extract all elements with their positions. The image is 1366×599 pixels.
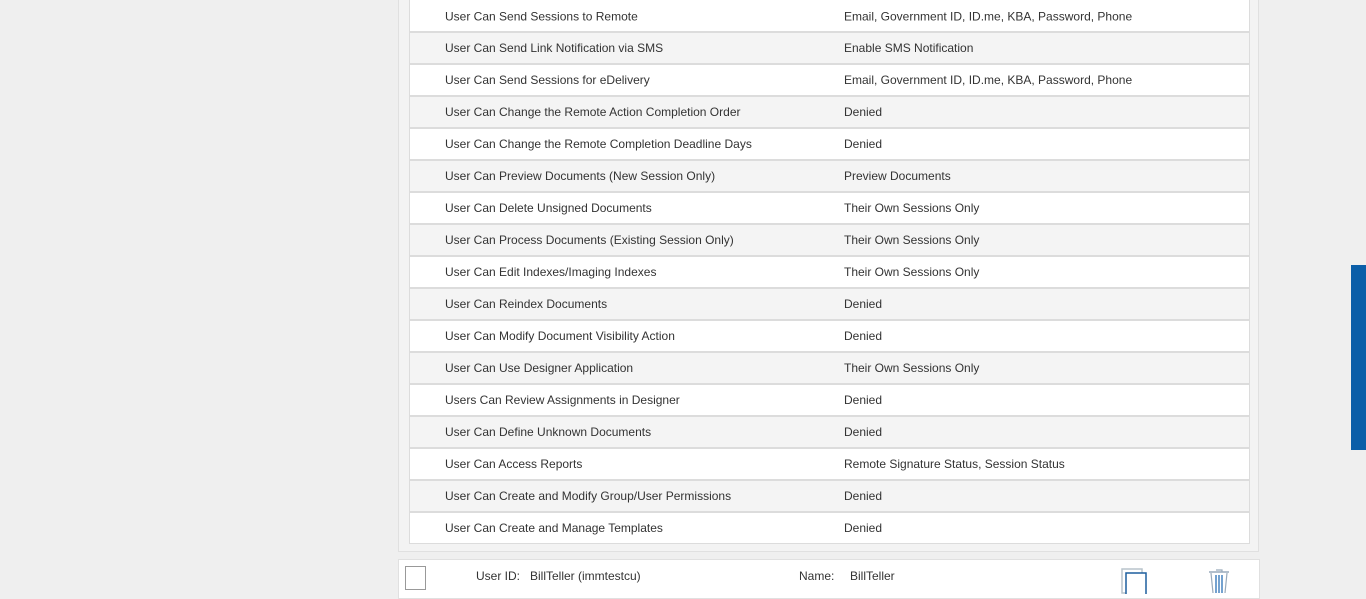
permission-value: Denied (844, 105, 883, 119)
permission-label: User Can Create and Manage Templates (445, 521, 663, 535)
trash-icon[interactable] (1207, 567, 1231, 593)
permission-value: Enable SMS Notification (844, 41, 974, 55)
name-value: BillTeller (850, 569, 895, 583)
user-id-value: BillTeller (immtestcu) (530, 569, 641, 583)
permission-row: User Can Send Sessions for eDelivery Emai… (410, 63, 1249, 95)
permission-value: Their Own Sessions Only (844, 361, 980, 375)
permission-label: User Can Define Unknown Documents (445, 425, 652, 439)
permission-label: User Can Use Designer Application (445, 361, 634, 375)
permission-value: Email, Government ID, ID.me, KBA, Passwo… (844, 9, 1133, 24)
permission-label: User Can Send Sessions to Remote (445, 9, 638, 24)
scrollbar-thumb[interactable] (1351, 265, 1366, 450)
permission-value: Denied (844, 489, 883, 503)
permission-row: User Can Reindex Documents Denied (410, 287, 1249, 319)
permission-label: User Can Change the Remote Completion De… (445, 137, 752, 151)
permission-row: User Can Create and Manage Templates Deni… (410, 511, 1249, 543)
permission-row: User Can Preview Documents (New Session … (410, 159, 1249, 191)
permission-row: User Can Access Reports Remote Signature … (410, 447, 1249, 479)
permission-value: Their Own Sessions Only (844, 201, 980, 215)
name-label: Name: (799, 569, 835, 583)
permission-label: User Can Preview Documents (New Session … (445, 169, 716, 183)
permission-label: User Can Reindex Documents (445, 297, 608, 311)
copy-icon[interactable] (1121, 568, 1147, 594)
permission-value: Preview Documents (844, 169, 951, 183)
permission-row: User Can Delete Unsigned Documents Their … (410, 191, 1249, 223)
permission-row: Users Can Review Assignments in Designer… (410, 383, 1249, 415)
permission-label: User Can Process Documents (Existing Ses… (445, 233, 734, 247)
permission-row: User Can Send Link Notification via SMS E… (410, 31, 1249, 63)
permission-value: Denied (844, 393, 883, 407)
permission-value: Their Own Sessions Only (844, 265, 980, 279)
permission-value: Denied (844, 425, 883, 439)
permission-row: User Can Change the Remote Action Comple… (410, 95, 1249, 127)
permission-label: User Can Modify Document Visibility Acti… (445, 329, 675, 343)
permission-value: Denied (844, 297, 883, 311)
permission-row: User Can Define Unknown Documents Denied (410, 415, 1249, 447)
permission-label: User Can Access Reports (445, 457, 583, 471)
permission-row: User Can Process Documents (Existing Ses… (410, 223, 1249, 255)
permissions-table: User Can Send Sessions to Remote Email, G… (409, 0, 1250, 544)
permission-value: Remote Signature Status, Session Status (844, 457, 1065, 471)
permission-row: User Can Send Sessions to Remote Email, G… (410, 0, 1249, 31)
permission-label: User Can Send Sessions for eDelivery (445, 73, 650, 87)
permissions-panel: User Can Send Sessions to Remote Email, G… (398, 0, 1259, 552)
user-id-label: User ID: (476, 569, 521, 583)
permission-row: User Can Use Designer Application Their O… (410, 351, 1249, 383)
permission-label: User Can Create and Modify Group/User Pe… (445, 489, 732, 503)
permission-value: Denied (844, 329, 883, 343)
permission-row: User Can Edit Indexes/Imaging Indexes The… (410, 255, 1249, 287)
permission-row: User Can Change the Remote Completion De… (410, 127, 1249, 159)
permission-value: Denied (844, 521, 883, 535)
permission-row: User Can Modify Document Visibility Acti… (410, 319, 1249, 351)
permission-label: User Can Edit Indexes/Imaging Indexes (445, 265, 657, 279)
user-row: User ID: BillTeller (immtestcu) Name: Bi… (398, 559, 1260, 599)
permission-label: Users Can Review Assignments in Designer (445, 393, 680, 407)
permission-label: User Can Delete Unsigned Documents (445, 201, 652, 215)
permission-value: Denied (844, 137, 883, 151)
permission-row: User Can Create and Modify Group/User Pe… (410, 479, 1249, 511)
permission-value: Email, Government ID, ID.me, KBA, Passwo… (844, 73, 1133, 87)
user-select-checkbox[interactable] (405, 566, 426, 590)
permission-label: User Can Send Link Notification via SMS (445, 41, 664, 55)
permission-label: User Can Change the Remote Action Comple… (445, 105, 741, 119)
permission-value: Their Own Sessions Only (844, 233, 980, 247)
